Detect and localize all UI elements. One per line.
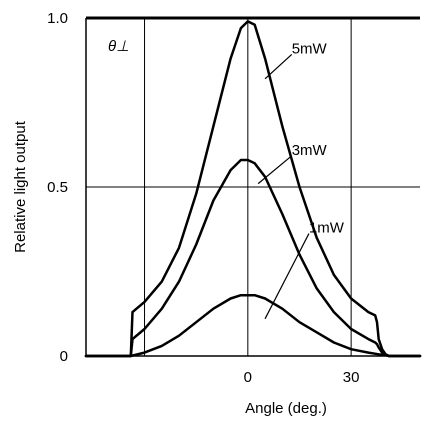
series-layer [84,20,422,358]
annotation-leader-3mW [257,155,293,185]
annotations: 5mW 3mW 1mW [257,40,345,320]
series-line-5mW [84,20,422,358]
annotation-leader-1mW [264,233,310,320]
tick-labels: 0 30 0 0.5 1.0 [47,10,359,386]
x-tick-label: 30 [343,369,360,386]
annotation-label-3mW: 3mW [292,142,328,159]
annotation-leader-5mW [264,53,293,80]
series-line-3mW [84,158,422,358]
grid-lines [86,18,420,356]
y-tick-label: 1.0 [47,10,68,27]
plot-frame [85,16,420,357]
annotation-label-5mW: 5mW [292,40,328,57]
series-line-1mW [84,293,422,358]
y-axis-label: Relative light output [12,120,29,253]
x-axis-label: Angle (deg.) [245,400,327,417]
corner-label: θ⊥ [108,38,129,55]
annotation-label-1mW: 1mW [309,220,345,237]
y-tick-label: 0.5 [47,179,68,196]
x-tick-label: 0 [244,369,252,386]
y-tick-label: 0 [60,348,68,365]
